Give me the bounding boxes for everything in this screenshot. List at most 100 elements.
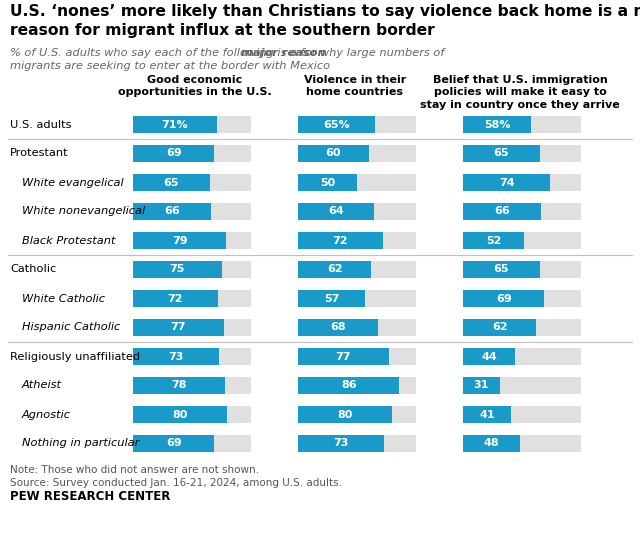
Bar (133, 319, 224, 336)
Text: 75: 75 (170, 265, 185, 274)
Text: Atheist: Atheist (22, 381, 62, 390)
Text: 73: 73 (333, 438, 349, 449)
Text: Note: Those who did not answer are not shown.
Source: Survey conducted Jan. 16-2: Note: Those who did not answer are not s… (10, 465, 342, 488)
Bar (463, 348, 581, 365)
Text: 68: 68 (330, 322, 346, 333)
Text: PEW RESEARCH CENTER: PEW RESEARCH CENTER (10, 490, 170, 503)
Bar (133, 348, 219, 365)
Text: Protestant: Protestant (10, 148, 68, 159)
Bar (298, 145, 416, 162)
Text: 44: 44 (481, 352, 497, 361)
Text: Catholic: Catholic (10, 265, 56, 274)
Text: 65%: 65% (323, 119, 349, 130)
Bar (298, 261, 371, 278)
Bar (298, 232, 383, 249)
Bar (133, 116, 217, 133)
Text: 77: 77 (336, 352, 351, 361)
Text: Agnostic: Agnostic (22, 409, 71, 420)
Bar (298, 406, 392, 423)
Bar (298, 377, 416, 394)
Bar (298, 319, 416, 336)
Bar (133, 145, 251, 162)
Text: White nonevangelical: White nonevangelical (22, 206, 145, 217)
Text: 66: 66 (164, 206, 180, 217)
Text: Good economic
opportunities in the U.S.: Good economic opportunities in the U.S. (118, 75, 272, 97)
Text: 62: 62 (492, 322, 508, 333)
Text: 80: 80 (337, 409, 353, 420)
Bar (463, 174, 550, 191)
Bar (298, 348, 389, 365)
Text: 80: 80 (173, 409, 188, 420)
Bar (133, 406, 251, 423)
Text: Nothing in particular: Nothing in particular (22, 438, 140, 449)
Text: 64: 64 (328, 206, 344, 217)
Bar (463, 319, 581, 336)
Text: Black Protestant: Black Protestant (22, 235, 115, 246)
Bar (463, 348, 515, 365)
Text: 69: 69 (496, 294, 511, 303)
Text: 72: 72 (333, 235, 348, 246)
Text: 66: 66 (494, 206, 510, 217)
Bar (463, 203, 541, 220)
Text: Belief that U.S. immigration
policies will make it easy to
stay in country once : Belief that U.S. immigration policies wi… (420, 75, 620, 110)
Bar (463, 116, 581, 133)
Bar (463, 406, 511, 423)
Bar (298, 435, 384, 452)
Bar (463, 319, 536, 336)
Text: 58%: 58% (484, 119, 511, 130)
Bar (298, 203, 416, 220)
Bar (463, 203, 581, 220)
Bar (463, 232, 524, 249)
Text: 79: 79 (172, 235, 188, 246)
Text: 65: 65 (493, 148, 509, 159)
Text: 78: 78 (172, 381, 187, 390)
Text: 52: 52 (486, 235, 501, 246)
Text: % of U.S. adults who say each of the following is a: % of U.S. adults who say each of the fol… (10, 48, 301, 58)
Text: 60: 60 (326, 148, 341, 159)
Bar (133, 174, 251, 191)
Text: U.S. adults: U.S. adults (10, 119, 72, 130)
Text: Religiously unaffiliated: Religiously unaffiliated (10, 352, 140, 361)
Bar (298, 145, 369, 162)
Text: 73: 73 (168, 352, 184, 361)
Text: 65: 65 (164, 178, 179, 187)
Bar (463, 290, 581, 307)
Bar (298, 377, 399, 394)
Bar (463, 377, 581, 394)
Bar (298, 261, 416, 278)
Bar (463, 406, 581, 423)
Bar (133, 435, 214, 452)
Bar (298, 203, 374, 220)
Bar (298, 232, 416, 249)
Text: 31: 31 (474, 381, 489, 390)
Bar (298, 174, 416, 191)
Bar (133, 203, 211, 220)
Bar (133, 435, 251, 452)
Bar (133, 406, 227, 423)
Text: White Catholic: White Catholic (22, 294, 105, 303)
Text: Violence in their
home countries: Violence in their home countries (304, 75, 406, 97)
Bar (298, 116, 416, 133)
Bar (133, 203, 251, 220)
Text: Hispanic Catholic: Hispanic Catholic (22, 322, 120, 333)
Bar (133, 377, 225, 394)
Bar (298, 435, 416, 452)
Bar (463, 435, 520, 452)
Bar (298, 174, 357, 191)
Text: 71%: 71% (161, 119, 188, 130)
Bar (133, 232, 226, 249)
Text: 74: 74 (499, 178, 515, 187)
Text: U.S. ‘nones’ more likely than Christians to say violence back home is a major
re: U.S. ‘nones’ more likely than Christians… (10, 4, 640, 38)
Text: 62: 62 (327, 265, 342, 274)
Text: 69: 69 (166, 148, 182, 159)
Bar (133, 174, 210, 191)
Bar (133, 290, 218, 307)
Text: White evangelical: White evangelical (22, 178, 124, 187)
Bar (463, 290, 545, 307)
Bar (133, 261, 251, 278)
Text: for why large numbers of: for why large numbers of (298, 48, 445, 58)
Bar (298, 290, 365, 307)
Bar (133, 290, 251, 307)
Bar (463, 145, 540, 162)
Bar (298, 319, 378, 336)
